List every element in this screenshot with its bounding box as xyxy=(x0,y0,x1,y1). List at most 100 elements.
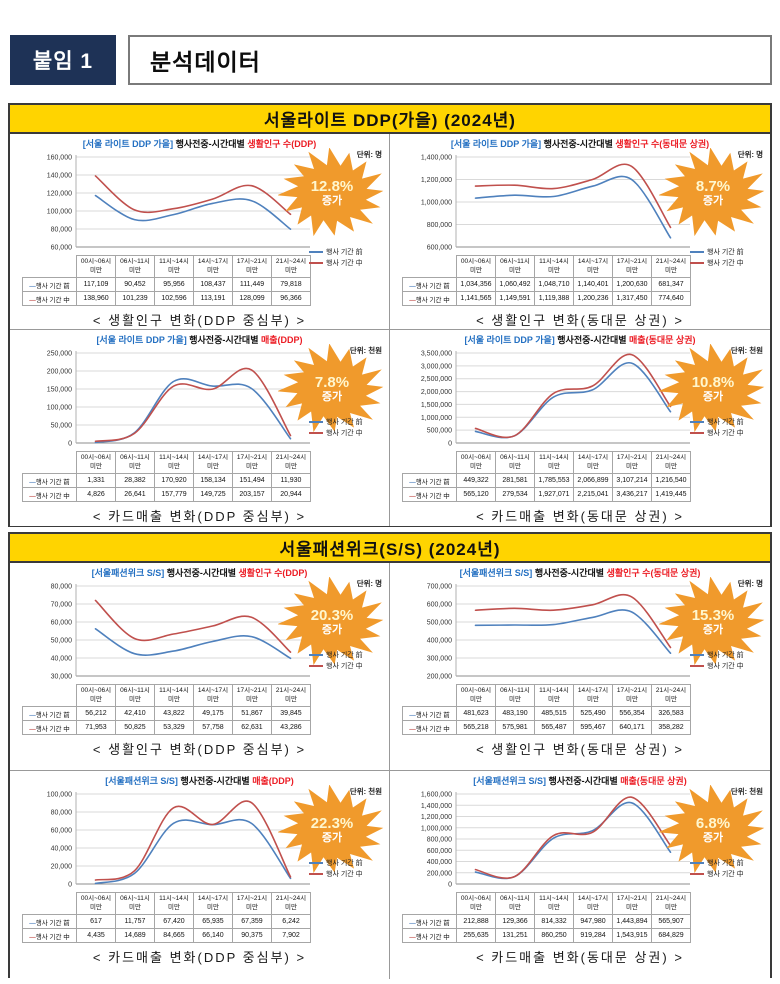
legend: 행사 기간 前 행사 기간 中 xyxy=(690,416,766,438)
section-seoul-fashion-week: 서울패션위크(S/S) (2024년) [서울패션위크 S/S] 행사전중-시간… xyxy=(8,532,772,979)
table-cell: 50,825 xyxy=(115,720,155,735)
chart-title-prefix: [서울패션위크 S/S] xyxy=(105,776,181,786)
table-row: —행사 기간 前 212,888 129,366 814,332 947,980 1,44… xyxy=(402,914,691,929)
table-cell: 95,956 xyxy=(154,277,194,292)
table-cell: 1,141,565 xyxy=(456,291,496,306)
data-table: 00시~06시 미만 06시~11시 미만 11시~14시 미만 14시~17시 미만 17시~… xyxy=(22,684,311,735)
table-cell: 203,157 xyxy=(232,487,272,502)
table-cell: 129,366 xyxy=(495,914,535,929)
legend-label: 행사 기간 前 xyxy=(326,859,363,867)
table-row: —행사 기간 前 617 11,757 67,420 65,935 67,359 6,242 xyxy=(22,914,311,929)
during-line-swatch: — xyxy=(409,725,416,733)
row-label: —행사 기간 前 xyxy=(402,914,457,929)
legend-item: 행사 기간 前 xyxy=(690,857,766,868)
table-row: —행사 기간 前 449,322 281,581 1,785,553 2,066,899… xyxy=(402,473,691,488)
chart-title-highlight: 매출(동대문 상권) xyxy=(629,335,696,345)
starburst-icon xyxy=(657,343,765,433)
before-line-swatch: — xyxy=(29,282,36,290)
table-cell: 71,953 xyxy=(76,720,116,735)
table-header-row: 00시~06시 미만 06시~11시 미만 11시~14시 미만 14시~17시 미만 17시~… xyxy=(23,892,311,915)
y-tick-label: 20,000 xyxy=(51,864,73,871)
chart-title-highlight: 매출(DDP) xyxy=(260,335,303,345)
unit-label: 단위: 천원 xyxy=(730,346,763,355)
badge-text: 8.7% 증가 xyxy=(659,148,767,238)
table-header-cell: 11시~14시 미만 xyxy=(534,684,574,707)
table-cell: 57,758 xyxy=(193,720,233,735)
chart-title-prefix: [서울 라이트 DDP 가을] xyxy=(450,139,544,149)
table-cell: 4,435 xyxy=(76,928,116,943)
chart-panel: [서울패션위크 S/S] 행사전중-시간대별 매출(DDP) 단위: 천원 0 20,… xyxy=(10,771,390,979)
table-header-cell: 06시~11시 미만 xyxy=(115,451,155,474)
during-line-swatch: — xyxy=(409,492,416,500)
chart-title-highlight: 매출(동대문 상권) xyxy=(620,776,687,786)
y-tick-label: 1,000,000 xyxy=(421,825,452,832)
table-cell: 774,640 xyxy=(651,291,691,306)
table-row: —행사 기간 前 481,623 483,190 485,515 525,490 556,… xyxy=(402,706,691,721)
table-corner-cell xyxy=(23,256,77,278)
table-header-row: 00시~06시 미만 06시~11시 미만 11시~14시 미만 14시~17시 미만 17시~… xyxy=(403,451,691,474)
legend: 행사 기간 前 행사 기간 中 xyxy=(690,246,766,268)
table-cell: 556,354 xyxy=(612,706,652,721)
chart-caption: < 생활인구 변화(동대문 상권) > xyxy=(476,313,684,328)
table-header-cell: 14시~17시 미만 xyxy=(193,255,233,278)
during-line-swatch: — xyxy=(29,296,36,304)
table-row: —행사 기간 中 565,120 279,534 1,927,071 2,215,041… xyxy=(402,487,691,502)
legend-line-swatch xyxy=(309,261,323,264)
table-cell: 51,867 xyxy=(232,706,272,721)
table-cell: 449,322 xyxy=(456,473,496,488)
badge-percent: 15.3% xyxy=(691,607,735,624)
table-cell: 43,822 xyxy=(154,706,194,721)
table-cell: 1,216,540 xyxy=(651,473,691,488)
section-banner: 서울패션위크(S/S) (2024년) xyxy=(10,534,770,563)
table-header-cell: 17시~21시 미만 xyxy=(612,684,652,707)
chart-caption: < 카드매출 변화(동대문 상권) > xyxy=(476,509,684,524)
badge-label: 증가 xyxy=(321,195,343,207)
table-cell: 814,332 xyxy=(534,914,574,929)
badge-label: 증가 xyxy=(702,832,724,844)
table-cell: 565,907 xyxy=(651,914,691,929)
table-cell: 157,779 xyxy=(154,487,194,502)
series-line-during xyxy=(94,175,292,216)
legend-item: 행사 기간 前 xyxy=(309,416,385,427)
series-line-before xyxy=(474,801,672,880)
table-cell: 358,282 xyxy=(651,720,691,735)
before-line-swatch: — xyxy=(29,711,36,719)
legend-label: 행사 기간 前 xyxy=(707,859,744,867)
row-label: —행사 기간 前 xyxy=(22,706,77,721)
legend: 행사 기간 前 행사 기간 中 xyxy=(309,649,385,671)
y-tick-label: 150,000 xyxy=(47,387,72,394)
y-tick-label: 600,000 xyxy=(427,245,452,252)
table-cell: 2,066,899 xyxy=(573,473,613,488)
legend-label: 행사 기간 中 xyxy=(707,662,744,670)
table-header-cell: 06시~11시 미만 xyxy=(115,892,155,915)
legend-item: 행사 기간 前 xyxy=(309,246,385,257)
table-cell: 595,467 xyxy=(573,720,613,735)
table-cell: 67,420 xyxy=(154,914,194,929)
table-cell: 326,583 xyxy=(651,706,691,721)
row-label: —행사 기간 中 xyxy=(22,720,77,735)
table-cell: 255,635 xyxy=(456,928,496,943)
chart-panel: [서울패션위크 S/S] 행사전중-시간대별 매출(동대문 상권) 단위: 천원 0… xyxy=(390,771,770,979)
table-cell: 640,171 xyxy=(612,720,652,735)
table-cell: 947,980 xyxy=(573,914,613,929)
chart-title-prefix: [서울 라이트 DDP 가을] xyxy=(82,139,176,149)
increase-badge: 8.7% 증가 xyxy=(657,147,767,238)
y-tick-label: 30,000 xyxy=(51,674,73,681)
y-tick-label: 600,000 xyxy=(427,602,452,609)
line-chart: 600,000 800,000 1,000,000 1,200,000 1,400,00… xyxy=(421,155,690,252)
row-label: —행사 기간 中 xyxy=(402,487,457,502)
chart-title-middle: 행사전중-시간대별 xyxy=(543,139,616,149)
table-cell: 117,109 xyxy=(76,277,116,292)
starburst-icon xyxy=(657,784,765,874)
row-label: —행사 기간 前 xyxy=(402,706,457,721)
y-tick-label: 60,000 xyxy=(51,245,73,252)
section-banner: 서울라이트 DDP(가을) (2024년) xyxy=(10,105,770,134)
series-line-before xyxy=(94,628,292,660)
legend-line-swatch xyxy=(309,431,323,434)
table-cell: 1,149,591 xyxy=(495,291,535,306)
y-tick-label: 160,000 xyxy=(47,155,72,162)
line-chart: 0 50,000 100,000 150,000 200,000 250,000 xyxy=(47,351,310,448)
y-tick-label: 100,000 xyxy=(47,405,72,412)
table-header-cell: 06시~11시 미만 xyxy=(495,684,535,707)
